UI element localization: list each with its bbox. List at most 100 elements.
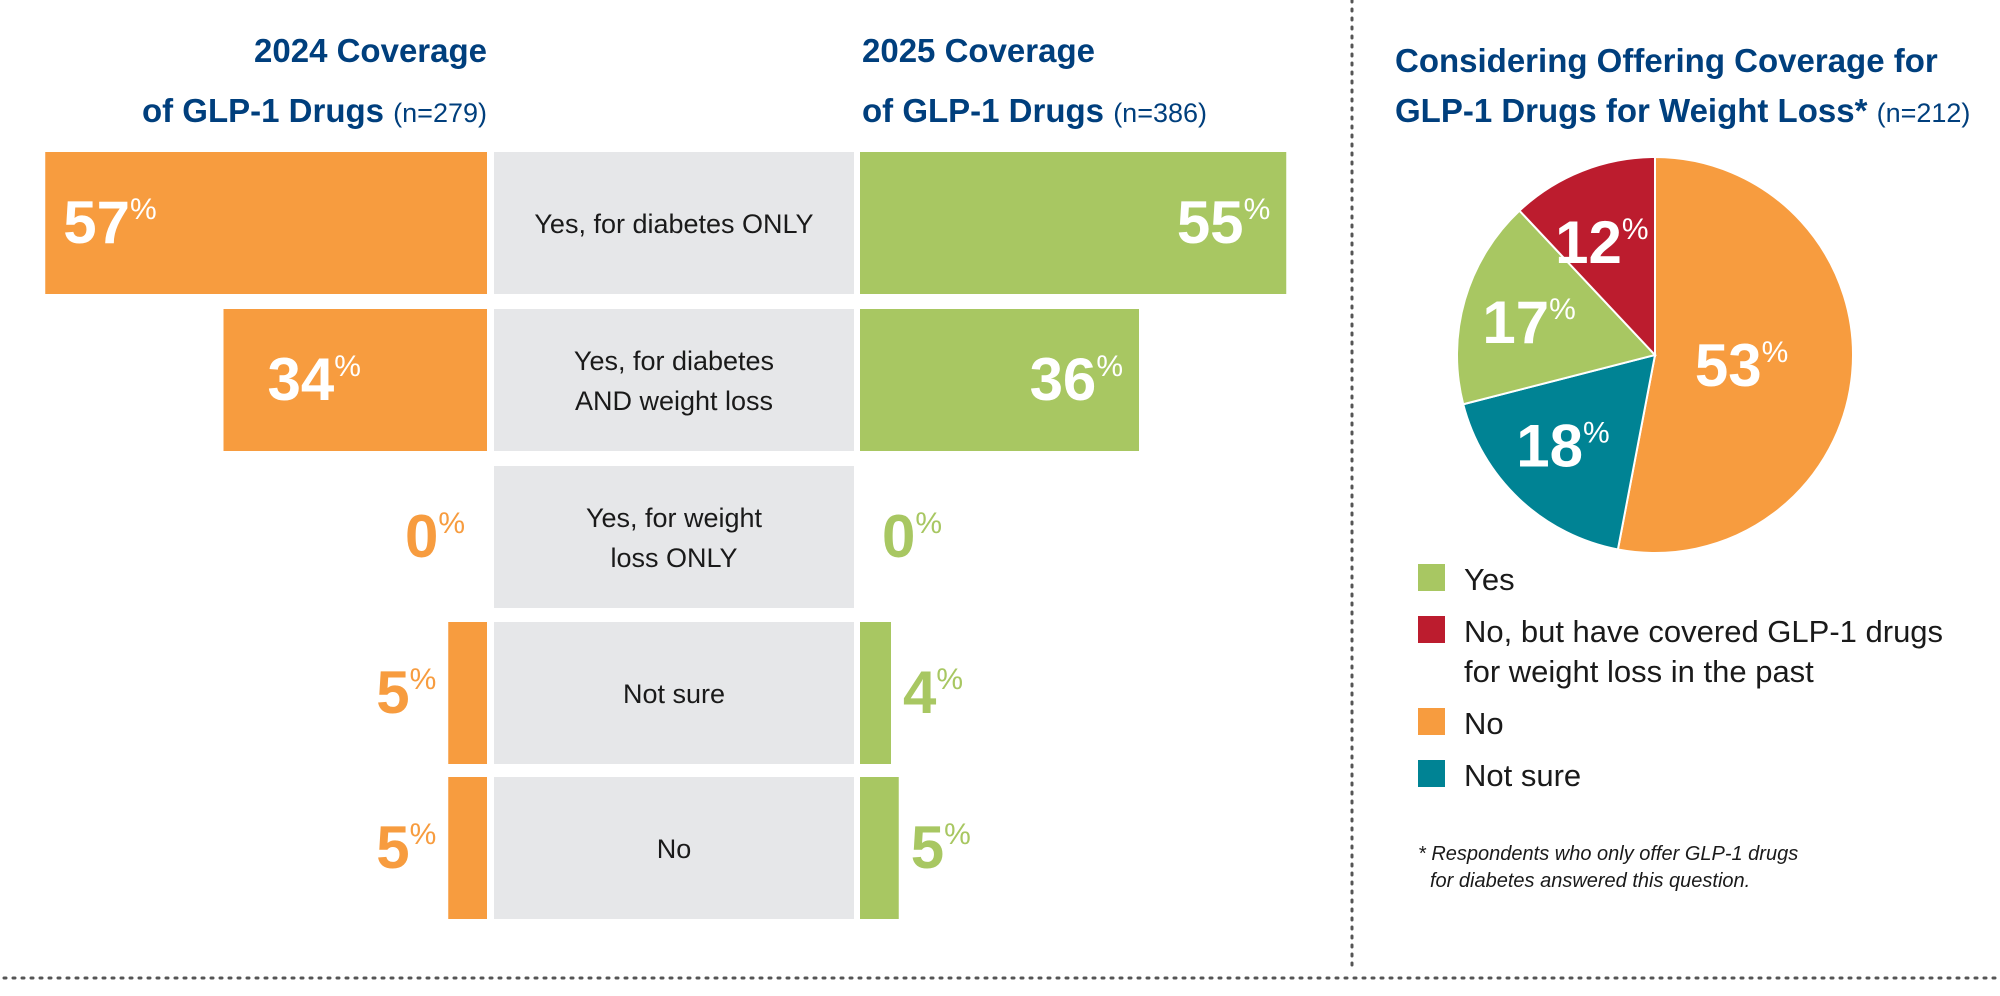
label-2024: 34% xyxy=(268,346,361,413)
label-2024-percent-sign: % xyxy=(334,350,361,383)
bar-2025 xyxy=(860,622,891,764)
label-2024-percent-sign: % xyxy=(130,193,157,226)
pie-title: Considering Offering Coverage for xyxy=(1395,42,1938,79)
label-2025-value: 4 xyxy=(903,659,937,726)
label-2025-value: 0 xyxy=(882,503,915,570)
pie-title-line2: GLP-1 Drugs for Weight Loss* (n=212) xyxy=(1395,92,1970,129)
category-label: Not sure xyxy=(623,679,725,709)
footnote: for diabetes answered this question. xyxy=(1430,870,1750,892)
legend-item: Yes xyxy=(1418,562,1515,597)
category-box xyxy=(494,152,854,294)
label-2025-percent-sign: % xyxy=(1096,350,1123,383)
label-2025: 55% xyxy=(1177,189,1270,256)
label-2024-value: 34 xyxy=(268,346,335,413)
footnote: * Respondents who only offer GLP-1 drugs xyxy=(1418,843,1798,865)
label-2024: 0% xyxy=(405,503,465,570)
pie-slice-label: 17% xyxy=(1482,289,1575,356)
pie-slice-label-percent-sign: % xyxy=(1583,416,1610,449)
category-box xyxy=(494,309,854,451)
pie-slice-label-percent-sign: % xyxy=(1549,293,1576,326)
label-2025-value: 36 xyxy=(1030,346,1097,413)
label-2025: 5% xyxy=(911,814,971,881)
bar-2025 xyxy=(860,309,1139,451)
pie-slice-label-value: 17 xyxy=(1482,289,1549,356)
pie-slice-label-value: 18 xyxy=(1516,412,1583,479)
legend-swatch xyxy=(1418,708,1445,735)
label-2024: 5% xyxy=(376,659,436,726)
legend-item: No, but have covered GLP-1 drugs for weig… xyxy=(1418,614,1943,689)
bar-2024 xyxy=(448,622,487,764)
label-2025-percent-sign: % xyxy=(936,663,963,696)
title-2024-line2: of GLP-1 Drugs (n=279) xyxy=(142,92,487,129)
category-label: No xyxy=(657,834,692,864)
pie-slice xyxy=(1462,353,1657,551)
bar-2024 xyxy=(448,777,487,919)
bar-row: No5% 5% xyxy=(376,777,971,919)
label-2024-value: 57 xyxy=(63,189,130,256)
label-2025: 0% xyxy=(882,503,942,570)
category-label: Yes, for diabetes xyxy=(574,346,774,376)
category-label: loss ONLY xyxy=(610,543,737,573)
label-2025: 36% xyxy=(1030,346,1123,413)
pie-slice-label: 53% xyxy=(1695,332,1788,399)
label-2025-percent-sign: % xyxy=(1244,193,1271,226)
label-2024-percent-sign: % xyxy=(410,663,437,696)
pie-slice xyxy=(1518,155,1656,358)
label-2024: 57% xyxy=(63,189,156,256)
label-2024-percent-sign: % xyxy=(410,818,437,851)
title-2025-text: of GLP-1 Drugs xyxy=(862,92,1113,129)
category-box xyxy=(494,777,854,919)
n-pie: (n=212) xyxy=(1877,98,1971,128)
label-2024: 5% xyxy=(376,814,436,881)
legend-label: No xyxy=(1464,706,1504,741)
legend-item: Not sure xyxy=(1418,758,1581,793)
category-label: Yes, for diabetes ONLY xyxy=(534,209,813,239)
pie-slice xyxy=(1456,209,1657,406)
label-2025-percent-sign: % xyxy=(944,818,971,851)
bar-2025 xyxy=(860,777,899,919)
legend-swatch xyxy=(1418,564,1445,591)
bar-2024 xyxy=(45,152,487,294)
n-2024: (n=279) xyxy=(393,98,487,128)
title-2024-text: of GLP-1 Drugs xyxy=(142,92,393,129)
bar-2024 xyxy=(223,309,487,451)
label-2024-percent-sign: % xyxy=(438,507,465,540)
label-2024-value: 5 xyxy=(376,814,409,881)
title-2025: 2025 Coverage xyxy=(862,32,1095,69)
legend-swatch xyxy=(1418,760,1445,787)
butterfly-bar-chart: 2024 Coverage of GLP-1 Drugs (n=279) 2025 … xyxy=(45,32,1287,919)
pie-slice xyxy=(1616,155,1854,554)
pie-title-text: GLP-1 Drugs for Weight Loss* xyxy=(1395,92,1877,129)
pie-slice-label-percent-sign: % xyxy=(1622,213,1649,246)
legend-label: No, but have covered GLP-1 drugs xyxy=(1464,614,1943,649)
legend-label: Yes xyxy=(1464,562,1515,597)
legend-swatch xyxy=(1418,616,1445,643)
pie-slice-label-percent-sign: % xyxy=(1762,336,1789,369)
category-box xyxy=(494,466,854,608)
pie-slice-label: 18% xyxy=(1516,412,1609,479)
title-2025-line2: of GLP-1 Drugs (n=386) xyxy=(862,92,1207,129)
pie-chart: Considering Offering Coverage for GLP-1 D… xyxy=(1395,42,1970,892)
n-2025: (n=386) xyxy=(1113,98,1207,128)
category-label: AND weight loss xyxy=(575,386,773,416)
label-2024-value: 5 xyxy=(376,659,409,726)
pie-slice-label-value: 53 xyxy=(1695,332,1762,399)
label-2025-percent-sign: % xyxy=(915,507,942,540)
legend-label: Not sure xyxy=(1464,758,1581,793)
label-2025: 4% xyxy=(903,659,963,726)
pie-slice-label: 12% xyxy=(1555,209,1648,276)
legend-item: No xyxy=(1418,706,1504,741)
title-2024: 2024 Coverage xyxy=(254,32,487,69)
category-label: Yes, for weight xyxy=(586,503,763,533)
bar-2025 xyxy=(860,152,1287,294)
legend-label: for weight loss in the past xyxy=(1464,654,1814,689)
label-2025-value: 55 xyxy=(1177,189,1244,256)
label-2024-value: 0 xyxy=(405,503,438,570)
pie-slice-label-value: 12 xyxy=(1555,209,1622,276)
category-box xyxy=(494,622,854,764)
